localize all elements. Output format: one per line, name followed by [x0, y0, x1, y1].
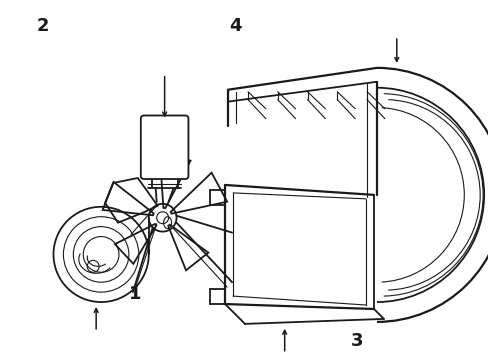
- Text: 1: 1: [129, 285, 142, 303]
- FancyBboxPatch shape: [141, 116, 189, 179]
- Text: 4: 4: [229, 17, 242, 35]
- Text: 2: 2: [37, 17, 49, 35]
- Text: 3: 3: [350, 332, 363, 350]
